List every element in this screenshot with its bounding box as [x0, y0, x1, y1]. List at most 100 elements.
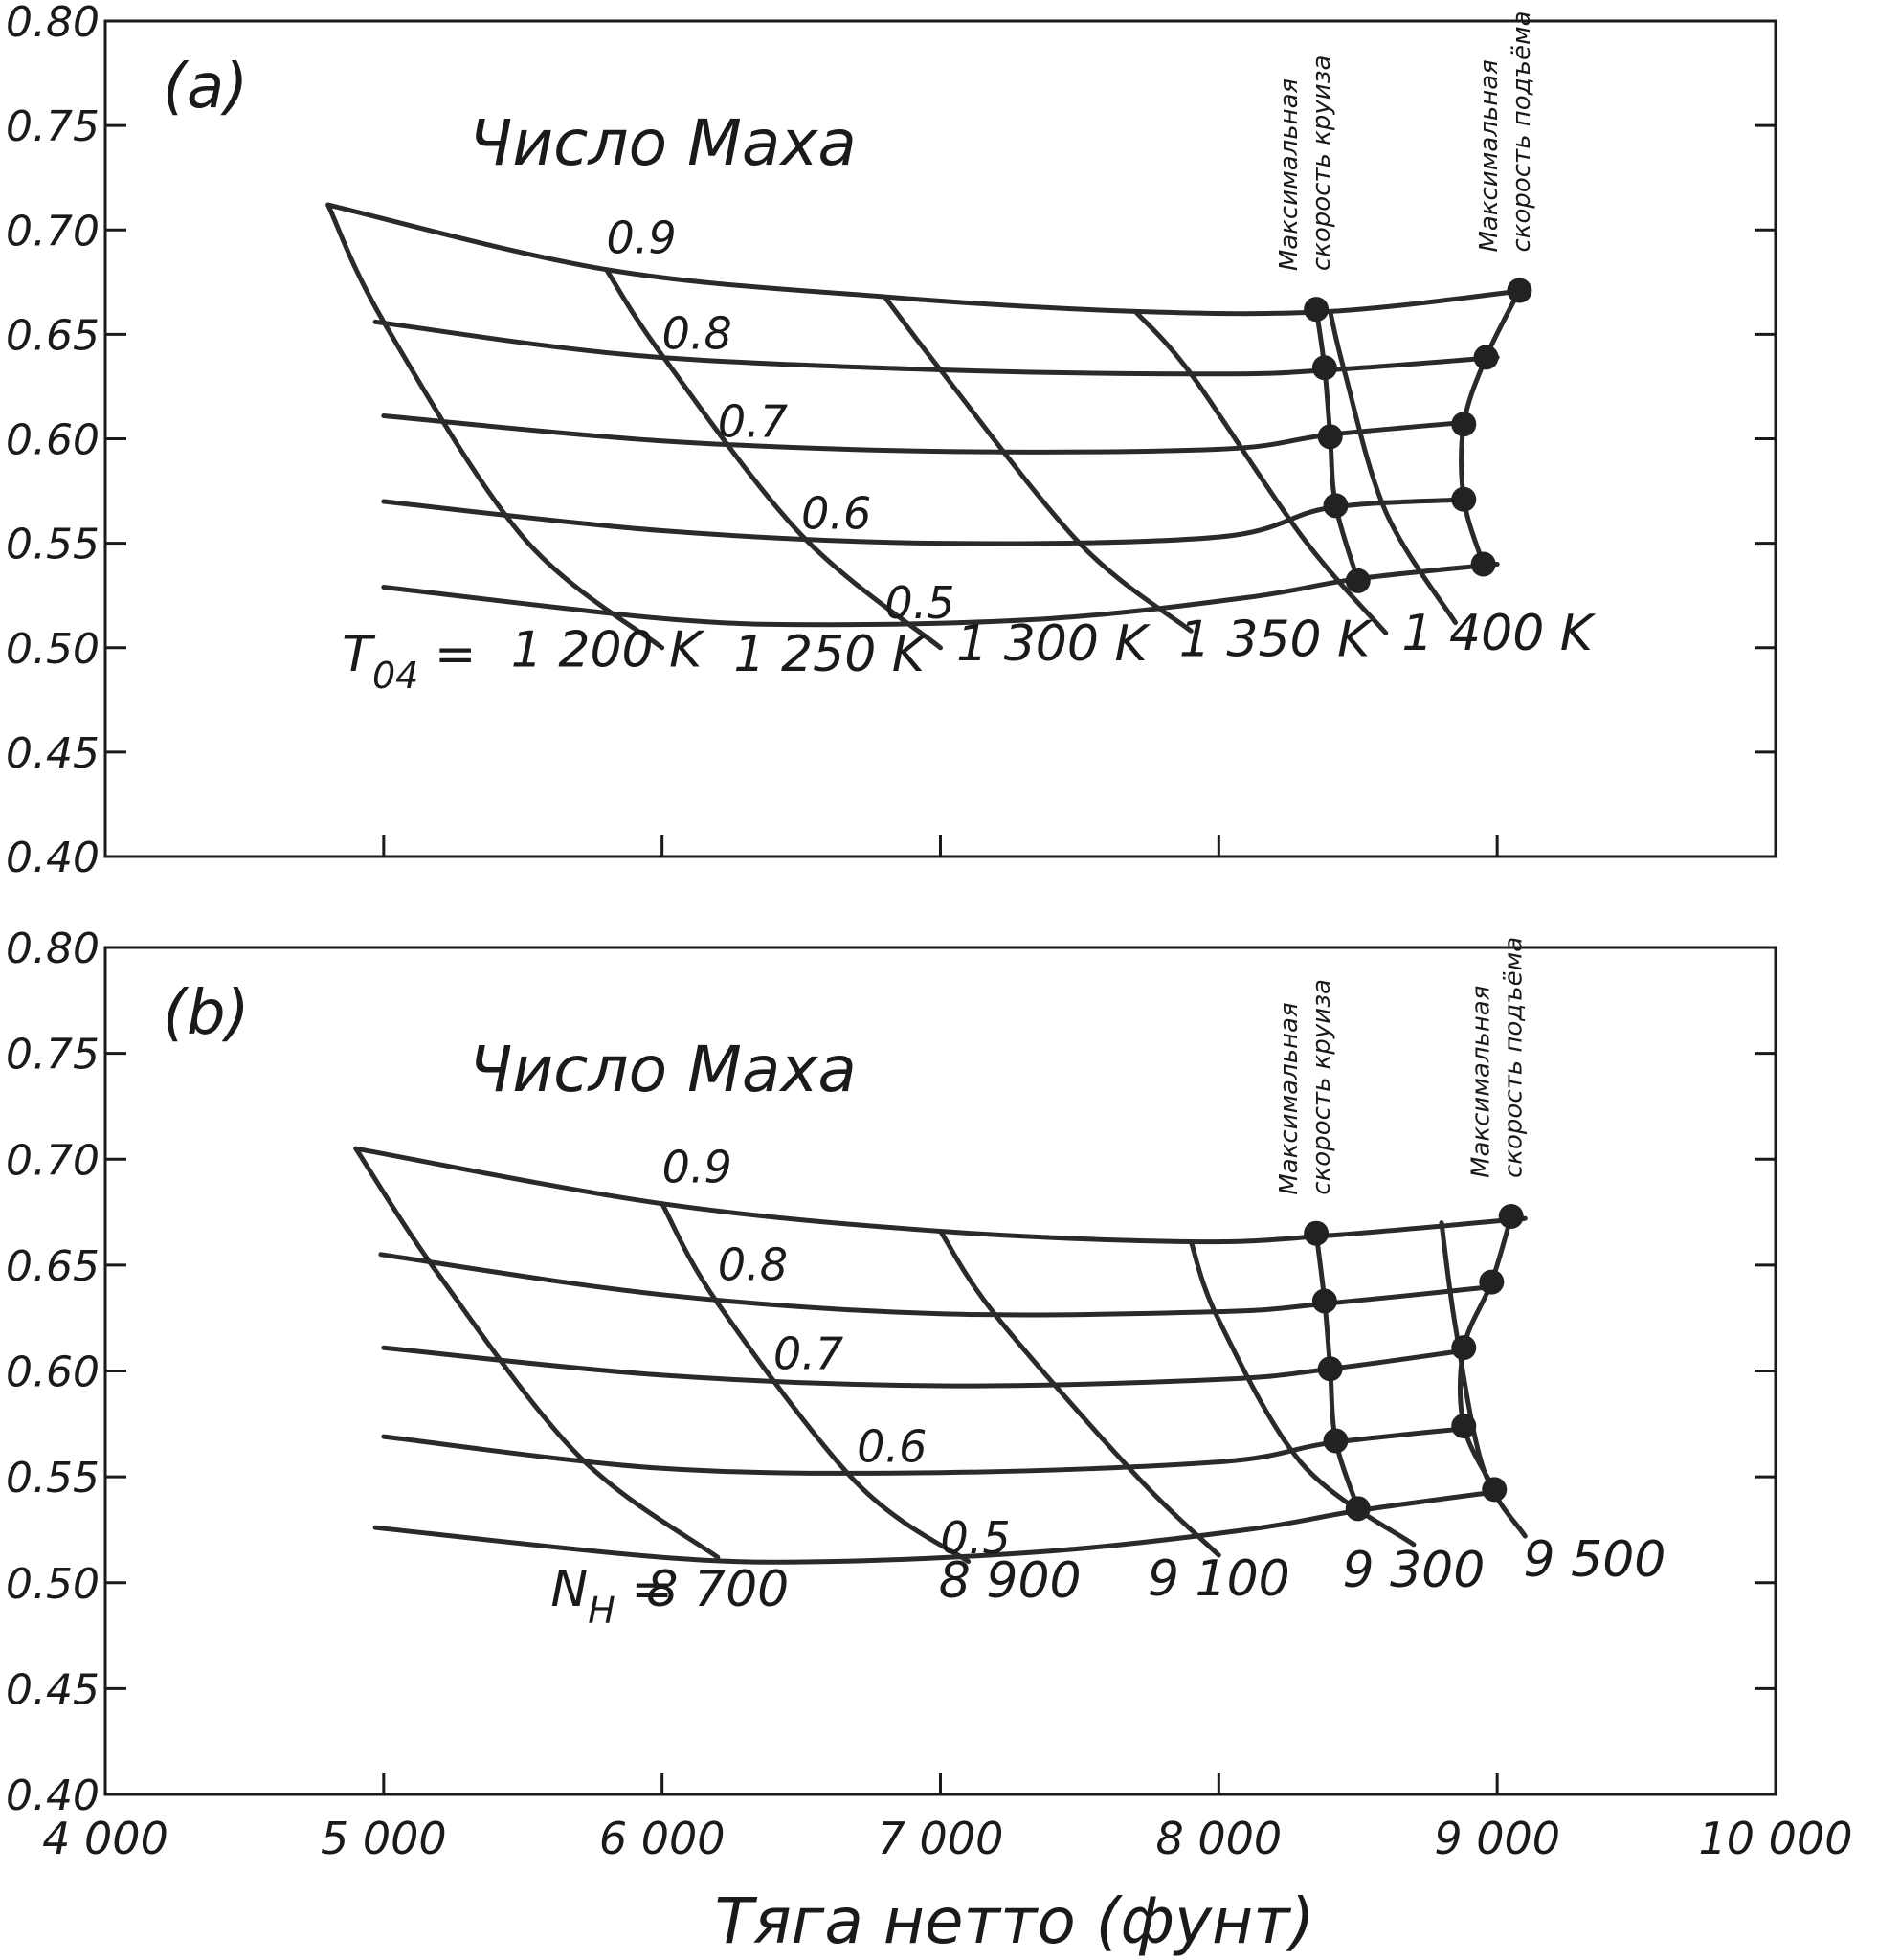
y-tick-label: 0.65 — [6, 311, 100, 360]
mach-label: 0.6 — [857, 1421, 927, 1473]
max-climb-line-point — [1479, 1269, 1505, 1295]
param-equation-label: NH = — [550, 1561, 673, 1632]
param-curve — [325, 202, 665, 651]
panel-a: 0.40 0.45 0.50 0.55 0.60 0.65 0.70 0.75 0.80 (a) Ч… — [6, 0, 1777, 882]
mach-curve-0.7 — [381, 413, 1472, 455]
x-tick-label: 10 000 — [1699, 1813, 1853, 1864]
max-cruise-note: скорость круиза — [1308, 56, 1336, 272]
param-curve — [882, 294, 1194, 634]
y-tick-label: 0.70 — [6, 1136, 100, 1185]
max-climb-line-point — [1473, 345, 1499, 370]
param-curve — [1132, 308, 1389, 635]
param-curve-label: 1 300 K — [956, 615, 1151, 673]
param-curve-label: 8 900 — [939, 1552, 1082, 1610]
mach-curve-0.7 — [381, 1345, 1472, 1389]
max-cruise-line-point — [1317, 424, 1343, 450]
max-cruise-line-point — [1311, 355, 1337, 381]
param-curve-label: 1 350 K — [1179, 611, 1374, 668]
x-tick-label: 6 000 — [599, 1813, 726, 1864]
param-curve-label: 1 400 K — [1401, 605, 1596, 662]
max-cruise-line-point — [1304, 297, 1330, 323]
param-curve — [604, 267, 943, 651]
param-curve — [1328, 308, 1458, 626]
y-tick-label: 0.45 — [6, 729, 100, 778]
max-climb-line-point — [1470, 551, 1496, 577]
max-cruise-line-point — [1345, 568, 1371, 593]
max-cruise-line-point — [1323, 1428, 1349, 1454]
mach-label: 0.7 — [773, 1327, 843, 1379]
mach-label: 0.9 — [662, 1142, 732, 1193]
max-climb-line-point — [1507, 278, 1532, 303]
max-cruise-line-point — [1323, 493, 1349, 519]
max-climb-line-point — [1451, 412, 1477, 437]
max-climb-note: скорость подъёма — [1499, 937, 1528, 1178]
x-tick-label: 9 000 — [1434, 1813, 1560, 1864]
mach-label: 0.5 — [941, 1512, 1011, 1564]
y-tick-label: 0.80 — [6, 0, 100, 47]
max-climb-line-point — [1498, 1203, 1524, 1229]
max-climb-line-point — [1451, 486, 1477, 512]
max-cruise-line-point — [1345, 1496, 1371, 1522]
x-tick-label: 5 000 — [321, 1813, 447, 1864]
param-symbol: N — [550, 1561, 588, 1618]
param-equation-label: T04 = — [342, 626, 476, 697]
x-axis-title: Тяга нетто (фунт) — [715, 1884, 1315, 1958]
param-curve-label: 9 100 — [1148, 1550, 1290, 1608]
y-tick-label: 0.75 — [6, 1031, 100, 1080]
max-cruise-note: Максимальная — [1275, 78, 1304, 271]
y-tick-label: 0.40 — [6, 834, 100, 882]
max-cruise-note: Максимальная — [1275, 1002, 1304, 1194]
param-curve — [1439, 1220, 1528, 1539]
mach-curve-0.5 — [372, 1489, 1500, 1565]
y-tick-label: 0.55 — [6, 521, 100, 569]
y-tick-label: 0.50 — [6, 1560, 100, 1609]
y-tick-label: 0.45 — [6, 1665, 100, 1714]
param-equals: = — [615, 1561, 673, 1618]
panel-label: (a) — [163, 52, 248, 122]
param-curve — [1188, 1239, 1417, 1548]
y-tick-label: 0.60 — [6, 1348, 100, 1397]
param-curve-label: 9 500 — [1524, 1531, 1666, 1589]
y-tick-label: 0.60 — [6, 416, 100, 465]
mach-label: 0.6 — [801, 487, 871, 539]
param-equals: = — [418, 626, 476, 683]
max-climb-line-point — [1451, 1335, 1477, 1361]
mach-label: 0.5 — [884, 577, 954, 629]
param-curve-label: 1 200 K — [511, 621, 705, 679]
param-curve — [353, 1146, 721, 1560]
y-tick-label: 0.65 — [6, 1242, 100, 1291]
max-cruise-note: скорость круиза — [1308, 979, 1336, 1195]
x-tick-label: 4 000 — [42, 1813, 168, 1864]
param-subscript: H — [588, 1590, 615, 1632]
y-tick-label: 0.80 — [6, 924, 100, 973]
max-climb-line-point — [1451, 1414, 1477, 1439]
param-curve-label: 9 300 — [1342, 1542, 1485, 1599]
mach-curve-0.6 — [381, 497, 1472, 546]
param-curve — [660, 1201, 972, 1565]
mach-label: 0.8 — [718, 1238, 788, 1290]
mach-curve-0.9 — [325, 202, 1528, 317]
max-cruise-line-point — [1311, 1288, 1337, 1314]
mach-curve-0.9 — [353, 1146, 1528, 1245]
max-climb-note: Максимальная — [1475, 59, 1504, 252]
mach-label: 0.7 — [718, 395, 788, 447]
y-tick-label: 0.75 — [6, 102, 100, 151]
param-curve-label: 8 700 — [646, 1561, 789, 1618]
mach-label: 0.8 — [662, 308, 732, 360]
param-curve-label: 1 250 K — [733, 626, 928, 683]
max-cruise-line-point — [1304, 1220, 1330, 1246]
max-climb-note: Максимальная — [1466, 986, 1495, 1178]
y-tick-label: 0.40 — [6, 1771, 100, 1820]
panel-b: 0.40 0.45 0.50 0.55 0.60 0.65 0.70 0.75 0.80 4 00… — [6, 924, 1852, 1864]
param-curve — [938, 1229, 1221, 1558]
mach-label: 0.9 — [607, 212, 677, 263]
mach-number-title: Число Маха — [469, 106, 857, 180]
param-subscript: 04 — [372, 655, 418, 697]
y-tick-label: 0.55 — [6, 1454, 100, 1503]
max-climb-line-point — [1482, 1477, 1508, 1503]
x-tick-label: 8 000 — [1155, 1813, 1282, 1864]
y-tick-label: 0.70 — [6, 207, 100, 256]
y-tick-label: 0.50 — [6, 625, 100, 674]
param-symbol: T — [342, 626, 376, 683]
